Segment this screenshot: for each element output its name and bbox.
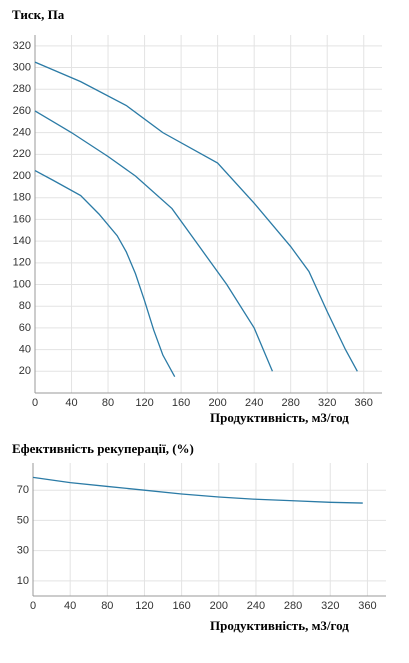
y-tick-label: 70: [17, 484, 29, 496]
x-tick-label: 320: [321, 600, 339, 612]
y-tick-label: 200: [13, 170, 31, 182]
y-tick-label: 260: [13, 105, 31, 117]
chart-title: Ефективність рекуперації, (%): [12, 441, 194, 456]
y-tick-label: 30: [17, 545, 29, 557]
x-tick-label: 360: [358, 600, 376, 612]
chart-title: Тиск, Па: [12, 7, 65, 22]
y-tick-label: 60: [19, 322, 31, 334]
y-tick-label: 240: [13, 127, 31, 139]
y-tick-label: 40: [19, 344, 31, 356]
x-tick-label: 80: [101, 600, 113, 612]
y-tick-label: 10: [17, 575, 29, 587]
x-axis-label: Продуктивність, м3/год: [210, 618, 349, 633]
y-tick-label: 320: [13, 40, 31, 52]
x-tick-label: 200: [208, 397, 226, 409]
y-tick-label: 160: [13, 213, 31, 225]
x-tick-label: 120: [135, 397, 153, 409]
x-tick-label: 120: [135, 600, 153, 612]
curve: [34, 61, 358, 372]
x-axis-label: Продуктивність, м3/год: [210, 410, 349, 425]
y-tick-label: 280: [13, 83, 31, 95]
x-tick-label: 40: [64, 600, 76, 612]
y-tick-label: 120: [13, 257, 31, 269]
x-tick-label: 320: [318, 397, 336, 409]
y-tick-label: 180: [13, 192, 31, 204]
y-tick-label: 100: [13, 278, 31, 290]
x-tick-label: 280: [282, 397, 300, 409]
x-tick-label: 200: [210, 600, 228, 612]
y-tick-label: 300: [13, 61, 31, 73]
x-tick-label: 0: [32, 397, 38, 409]
curve: [34, 110, 274, 372]
x-tick-label: 0: [30, 600, 36, 612]
x-tick-label: 360: [355, 397, 373, 409]
y-tick-label: 50: [17, 514, 29, 526]
x-tick-label: 40: [65, 397, 77, 409]
y-tick-label: 20: [19, 365, 31, 377]
x-tick-label: 80: [102, 397, 114, 409]
x-tick-label: 240: [245, 397, 263, 409]
y-tick-label: 220: [13, 148, 31, 160]
x-tick-label: 240: [247, 600, 265, 612]
y-tick-label: 140: [13, 235, 31, 247]
y-tick-label: 80: [19, 300, 31, 312]
x-tick-label: 280: [284, 600, 302, 612]
x-tick-label: 160: [172, 600, 190, 612]
curve: [34, 170, 176, 378]
x-tick-label: 160: [172, 397, 190, 409]
curve: [32, 476, 363, 504]
